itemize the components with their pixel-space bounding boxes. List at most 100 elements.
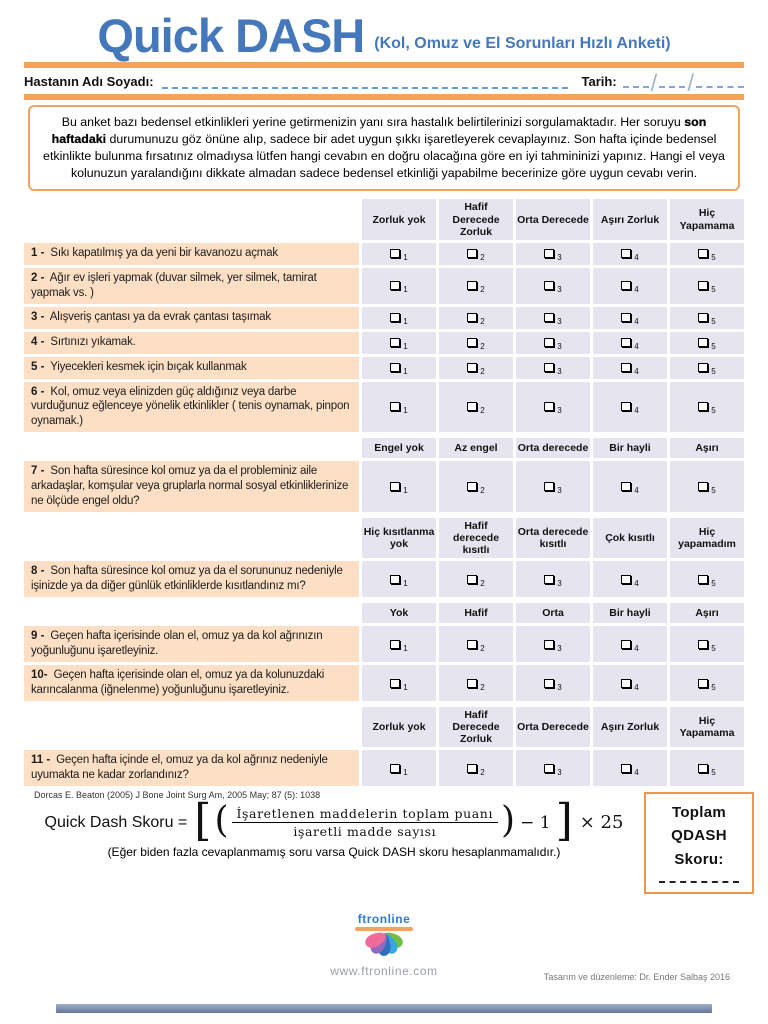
checkbox-option[interactable]: 4 [593, 242, 667, 265]
checkbox-option[interactable]: 2 [439, 381, 513, 433]
checkbox-option[interactable]: 2 [439, 561, 513, 598]
checkbox-option[interactable]: 1 [362, 381, 436, 433]
date-month-input[interactable] [659, 74, 686, 88]
checkbox-number: 4 [634, 406, 639, 416]
patient-name-input[interactable] [161, 74, 568, 89]
checkbox-option[interactable]: 4 [593, 561, 667, 598]
checkbox-option[interactable]: 1 [362, 665, 436, 701]
checkbox-option[interactable]: 4 [593, 267, 667, 304]
checkbox-option[interactable]: 5 [670, 381, 744, 433]
question-row: 11 - Geçen hafta içinde el, omuz ya da k… [24, 750, 744, 786]
checkbox-option[interactable]: 3 [516, 306, 590, 329]
checkbox-option[interactable]: 1 [362, 242, 436, 265]
checkbox-option[interactable]: 1 [362, 331, 436, 354]
checkbox-icon [544, 402, 555, 412]
question-section: Zorluk yok Hafif Derecede Zorluk Orta Dere… [24, 706, 744, 786]
checkbox-option[interactable]: 2 [439, 267, 513, 304]
checkbox-option[interactable]: 3 [516, 242, 590, 265]
checkbox-option[interactable]: 3 [516, 561, 590, 598]
checkbox-option[interactable]: 1 [362, 750, 436, 786]
checkbox-option[interactable]: 3 [516, 750, 590, 786]
checkbox-icon [544, 281, 555, 291]
question-row: 2 - Ağır ev işleri yapmak (duvar silmek,… [24, 267, 744, 304]
checkbox-option[interactable]: 2 [439, 356, 513, 379]
scale-header-cell: Hiç Yapamama [670, 199, 744, 240]
checkbox-icon [467, 402, 478, 412]
checkbox-number: 2 [480, 253, 485, 263]
checkbox-option[interactable]: 2 [439, 750, 513, 786]
checkbox-option[interactable]: 5 [670, 331, 744, 354]
checkbox-option[interactable]: 5 [670, 626, 744, 663]
checkbox-option[interactable]: 5 [670, 267, 744, 304]
checkbox-option[interactable]: 1 [362, 626, 436, 663]
checkbox-option[interactable]: 4 [593, 306, 667, 329]
scale-header-cell: Bir hayli [593, 438, 667, 459]
checkbox-option[interactable]: 4 [593, 626, 667, 663]
scale-header-cell: Orta Derecede [516, 706, 590, 748]
checkbox-icon [621, 639, 632, 649]
checkbox-number: 5 [711, 578, 716, 588]
checkbox-option[interactable]: 3 [516, 381, 590, 433]
checkbox-number: 3 [557, 367, 562, 376]
checkbox-number: 1 [403, 682, 408, 692]
checkbox-option[interactable]: 1 [362, 461, 436, 513]
checkbox-option[interactable]: 4 [593, 356, 667, 379]
checkbox-option[interactable]: 4 [593, 461, 667, 513]
question-text: 2 - Ağır ev işleri yapmak (duvar silmek,… [24, 267, 359, 304]
checkbox-option[interactable]: 3 [516, 461, 590, 513]
checkbox-number: 5 [711, 253, 716, 263]
checkbox-option[interactable]: 5 [670, 750, 744, 786]
checkbox-option[interactable]: 3 [516, 331, 590, 354]
checkbox-option[interactable]: 5 [670, 242, 744, 265]
checkbox-option[interactable]: 4 [593, 331, 667, 354]
total-score-input[interactable] [658, 881, 740, 883]
scale-header-cell: Hiç Yapamama [670, 706, 744, 748]
header-spacer [24, 518, 359, 558]
date-year-input[interactable] [696, 74, 744, 88]
checkbox-option[interactable]: 3 [516, 356, 590, 379]
question-text: 9 - Geçen hafta içerisinde olan el, omuz… [24, 626, 359, 663]
checkbox-option[interactable]: 5 [670, 461, 744, 513]
checkbox-number: 1 [403, 486, 408, 496]
checkbox-icon [467, 678, 478, 688]
checkbox-option[interactable]: 4 [593, 381, 667, 433]
checkbox-icon [621, 678, 632, 688]
checkbox-option[interactable]: 1 [362, 561, 436, 598]
checkbox-icon [390, 313, 401, 322]
checkbox-option[interactable]: 3 [516, 665, 590, 701]
question-text: 5 - Yiyecekleri kesmek için bıçak kullan… [24, 356, 359, 379]
checkbox-option[interactable]: 2 [439, 306, 513, 329]
checkbox-option[interactable]: 4 [593, 665, 667, 701]
checkbox-option[interactable]: 2 [439, 242, 513, 265]
checkbox-icon [390, 402, 401, 412]
checkbox-number: 2 [480, 285, 485, 295]
question-text: 7 - Son hafta süresince kol omuz ya da e… [24, 461, 359, 513]
checkbox-option[interactable]: 3 [516, 626, 590, 663]
checkbox-option[interactable]: 5 [670, 306, 744, 329]
checkbox-option[interactable]: 5 [670, 356, 744, 379]
checkbox-icon [698, 249, 709, 259]
header-spacer [24, 199, 359, 239]
checkbox-number: 4 [634, 253, 639, 263]
checkbox-option[interactable]: 1 [362, 306, 436, 329]
checkbox-option[interactable]: 2 [439, 331, 513, 354]
checkbox-icon [698, 678, 709, 688]
checkbox-icon [467, 482, 478, 492]
date-day-input[interactable] [622, 74, 649, 88]
checkbox-option[interactable]: 4 [593, 750, 667, 786]
question-section: Yok Hafif Orta Bir hayli Aşırı 9 - Geçen haft… [24, 603, 744, 701]
checkbox-option[interactable]: 3 [516, 267, 590, 304]
formula-denominator: işaretli madde sayısı [293, 824, 437, 839]
checkbox-option[interactable]: 5 [670, 561, 744, 598]
formula-numerator: İşaretlenen maddelerin toplam puanı [231, 806, 499, 823]
checkbox-option[interactable]: 2 [439, 665, 513, 701]
checkbox-number: 1 [403, 406, 408, 416]
checkbox-number: 3 [557, 643, 562, 653]
checkbox-option[interactable]: 5 [670, 665, 744, 701]
checkbox-option[interactable]: 2 [439, 626, 513, 663]
checkbox-option[interactable]: 1 [362, 356, 436, 379]
checkbox-option[interactable]: 1 [362, 267, 436, 304]
design-credit: Tasarım ve düzenleme: Dr. Ender Salbaş 2… [543, 972, 730, 982]
checkbox-number: 5 [711, 406, 716, 416]
checkbox-option[interactable]: 2 [439, 461, 513, 513]
